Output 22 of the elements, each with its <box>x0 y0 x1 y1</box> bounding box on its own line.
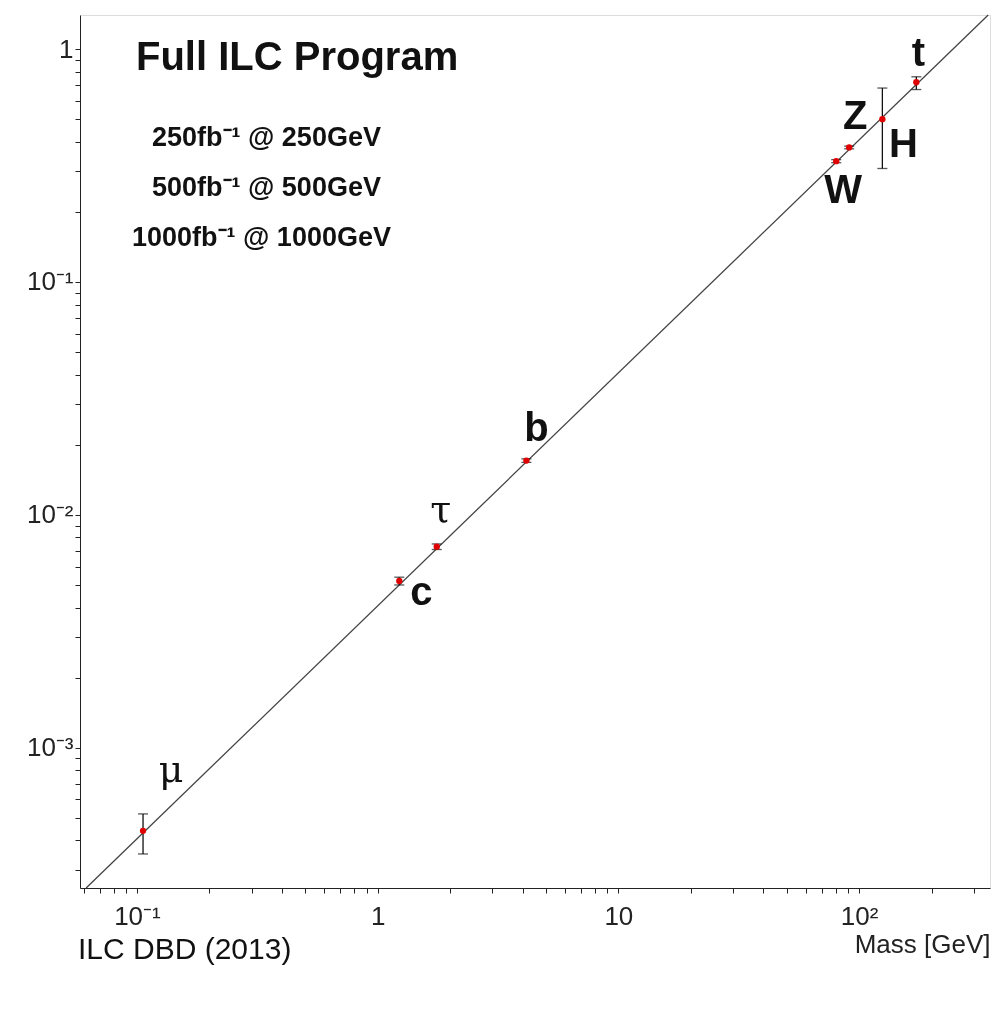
y-tick-label: 10⁻³ <box>26 732 74 763</box>
x-tick-label: 10⁻¹ <box>114 900 162 931</box>
annotation: 1000fb⁻¹ @ 1000GeV <box>132 222 391 252</box>
annotation: Z <box>842 93 868 138</box>
x-tick-label: 1 <box>370 900 386 931</box>
x-axis-title: Mass [GeV] <box>854 928 991 959</box>
x-tick-label: 10 <box>604 900 634 931</box>
annotation: 250fb⁻¹ @ 250GeV <box>152 122 381 152</box>
annotation: τ <box>430 486 452 531</box>
annotation: b <box>524 404 549 449</box>
annotation: H <box>888 121 918 166</box>
annotation: 500fb⁻¹ @ 500GeV <box>152 172 381 202</box>
annotation: t <box>911 30 925 75</box>
text: ILC DBD (2013) <box>78 932 292 965</box>
annotation: W <box>824 167 863 212</box>
y-tick-label: 10⁻² <box>26 499 74 530</box>
y-tick-label: 1 <box>59 33 74 64</box>
text: Full ILC Program <box>136 34 459 78</box>
annotation: μ <box>158 746 184 791</box>
x-tick-label: 10² <box>840 900 879 931</box>
y-tick-label: 10⁻¹ <box>26 266 74 297</box>
annotation: c <box>410 569 433 614</box>
